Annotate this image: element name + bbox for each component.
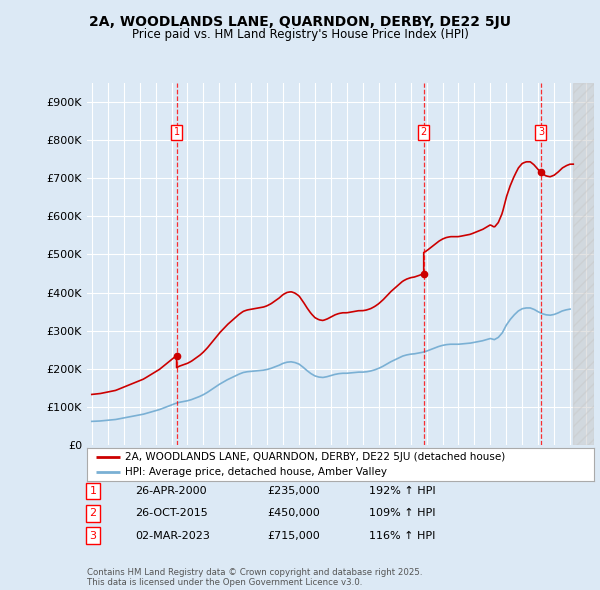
Text: 2A, WOODLANDS LANE, QUARNDON, DERBY, DE22 5JU: 2A, WOODLANDS LANE, QUARNDON, DERBY, DE2… <box>89 15 511 30</box>
Text: HPI: Average price, detached house, Amber Valley: HPI: Average price, detached house, Ambe… <box>125 467 387 477</box>
Text: 2: 2 <box>89 509 97 518</box>
Text: 1: 1 <box>173 127 179 137</box>
Text: Contains HM Land Registry data © Crown copyright and database right 2025.
This d: Contains HM Land Registry data © Crown c… <box>87 568 422 587</box>
Text: 3: 3 <box>89 531 97 540</box>
Text: Price paid vs. HM Land Registry's House Price Index (HPI): Price paid vs. HM Land Registry's House … <box>131 28 469 41</box>
Text: 116% ↑ HPI: 116% ↑ HPI <box>369 531 436 540</box>
Text: 109% ↑ HPI: 109% ↑ HPI <box>369 509 436 518</box>
Text: £235,000: £235,000 <box>267 486 320 496</box>
Text: 2: 2 <box>421 127 427 137</box>
Text: 26-APR-2000: 26-APR-2000 <box>135 486 206 496</box>
Text: 26-OCT-2015: 26-OCT-2015 <box>135 509 208 518</box>
Text: 02-MAR-2023: 02-MAR-2023 <box>135 531 210 540</box>
Text: £715,000: £715,000 <box>267 531 320 540</box>
Text: £450,000: £450,000 <box>267 509 320 518</box>
Bar <box>573 83 594 445</box>
Text: 192% ↑ HPI: 192% ↑ HPI <box>369 486 436 496</box>
Text: 1: 1 <box>89 486 97 496</box>
Text: 2A, WOODLANDS LANE, QUARNDON, DERBY, DE22 5JU (detached house): 2A, WOODLANDS LANE, QUARNDON, DERBY, DE2… <box>125 451 505 461</box>
Text: 3: 3 <box>538 127 544 137</box>
